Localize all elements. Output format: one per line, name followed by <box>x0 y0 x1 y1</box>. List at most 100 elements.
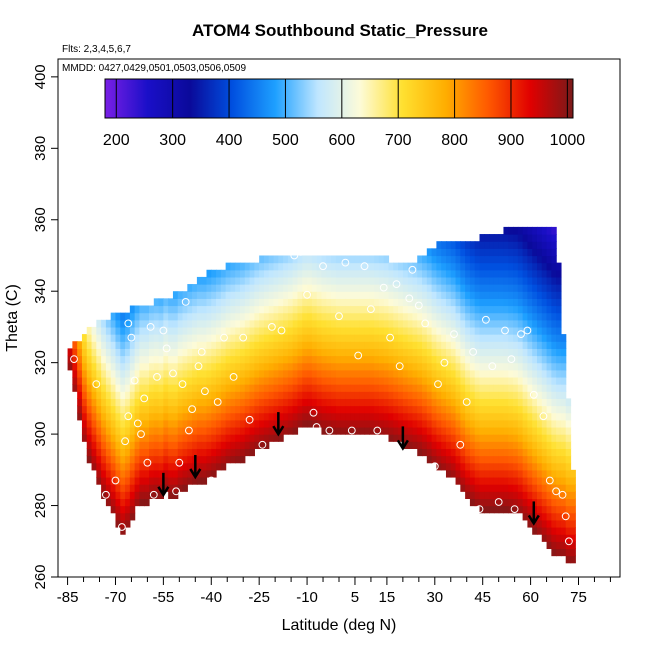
heatmap-cell <box>369 276 375 285</box>
heatmap-cell <box>244 319 251 328</box>
heatmap-cell <box>556 341 562 349</box>
heatmap-cell <box>163 462 169 471</box>
heatmap-cell <box>331 262 337 271</box>
heatmap-cell <box>235 312 241 321</box>
observation-point <box>335 312 343 321</box>
heatmap-cell <box>72 376 78 385</box>
heatmap-cell <box>201 276 208 285</box>
heatmap-cell <box>211 362 217 371</box>
heatmap-cell <box>527 226 533 235</box>
heatmap-cell <box>465 462 471 471</box>
heatmap-cell <box>489 341 495 349</box>
heatmap-cell <box>517 376 524 385</box>
heatmap-cell <box>187 434 193 442</box>
heatmap-cell <box>489 448 495 457</box>
colorbar-tick-label: 200 <box>103 132 130 149</box>
heatmap-cell <box>517 269 524 278</box>
heatmap-cell <box>426 284 433 292</box>
heatmap-cell <box>503 362 509 371</box>
heatmap-cell <box>177 355 184 364</box>
heatmap-cell <box>455 269 461 278</box>
heatmap-cell <box>134 441 141 449</box>
heatmap-cell <box>474 355 481 364</box>
heatmap-cell <box>292 412 299 421</box>
heatmap-cell <box>422 448 428 457</box>
heatmap-cell <box>307 376 313 385</box>
heatmap-cell <box>278 355 284 364</box>
heatmap-cell <box>326 298 332 307</box>
heatmap-cell <box>445 291 452 299</box>
heatmap-cell <box>455 384 461 392</box>
heatmap-cell <box>110 462 117 471</box>
heatmap-cell <box>417 326 423 335</box>
observation-point <box>347 426 356 435</box>
heatmap-cell <box>546 355 552 364</box>
heatmap-cell <box>536 241 543 249</box>
heatmap-cell <box>230 426 236 435</box>
heatmap-cell <box>527 369 533 378</box>
heatmap-cell <box>115 491 121 499</box>
heatmap-cell <box>134 484 141 492</box>
heatmap-cell <box>168 419 174 428</box>
observation-point <box>405 294 414 303</box>
heatmap-cell <box>249 391 255 399</box>
heatmap-cell <box>378 269 385 278</box>
heatmap-cell <box>556 441 562 449</box>
heatmap-cell <box>359 341 366 349</box>
heatmap-cell <box>254 369 260 378</box>
heatmap-cell <box>149 491 155 499</box>
heatmap-cell <box>536 419 543 428</box>
heatmap-cell <box>541 305 548 314</box>
heatmap-cell <box>465 405 471 414</box>
heatmap-cell <box>493 398 500 407</box>
heatmap-cell <box>445 419 452 428</box>
heatmap-cell <box>350 355 356 364</box>
heatmap-cell <box>345 398 351 407</box>
heatmap-cell <box>479 369 485 378</box>
heatmap-cell <box>182 434 188 442</box>
heatmap-cell <box>302 291 308 299</box>
heatmap-cell <box>230 434 236 442</box>
heatmap-cell <box>541 334 548 342</box>
heatmap-cell <box>441 426 447 435</box>
heatmap-cell <box>503 462 509 471</box>
heatmap-cell <box>412 319 418 328</box>
heatmap-cell <box>422 398 428 407</box>
heatmap-cell <box>398 334 404 342</box>
heatmap-cell <box>431 341 437 349</box>
heatmap-cell <box>393 334 399 342</box>
heatmap-cell <box>110 334 117 342</box>
heatmap-cell <box>388 376 394 385</box>
heatmap-cell <box>498 405 505 414</box>
heatmap-cell <box>235 298 241 307</box>
heatmap-cell <box>489 484 495 492</box>
heatmap-cell <box>220 269 227 278</box>
heatmap-cell <box>527 284 533 292</box>
heatmap-cell <box>216 376 222 385</box>
heatmap-cell <box>369 405 375 414</box>
heatmap-cell <box>508 398 514 407</box>
heatmap-cell <box>479 412 485 421</box>
heatmap-cell <box>465 469 471 478</box>
heatmap-cell <box>436 391 442 399</box>
heatmap-cell <box>489 284 495 292</box>
heatmap-cell <box>240 312 246 321</box>
heatmap-cell <box>263 262 270 271</box>
heatmap-cell <box>465 491 471 499</box>
heatmap-cell <box>331 269 337 278</box>
heatmap-cell <box>321 255 327 264</box>
heatmap-cell <box>268 276 275 285</box>
heatmap-cell <box>144 448 150 457</box>
heatmap-cell <box>551 426 557 435</box>
heatmap-cell <box>211 298 217 307</box>
colorbar: 200 300 400 500 600 700 800 900 1000 <box>103 78 585 149</box>
heatmap-cell <box>522 305 528 314</box>
heatmap-cell <box>393 391 399 399</box>
heatmap-cell <box>240 305 246 314</box>
heatmap-cell <box>350 305 356 314</box>
heatmap-cell <box>541 348 548 357</box>
heatmap-cell <box>216 319 222 328</box>
heatmap-cell <box>426 341 433 349</box>
heatmap-cell <box>374 255 380 264</box>
heatmap-cell <box>508 305 514 314</box>
